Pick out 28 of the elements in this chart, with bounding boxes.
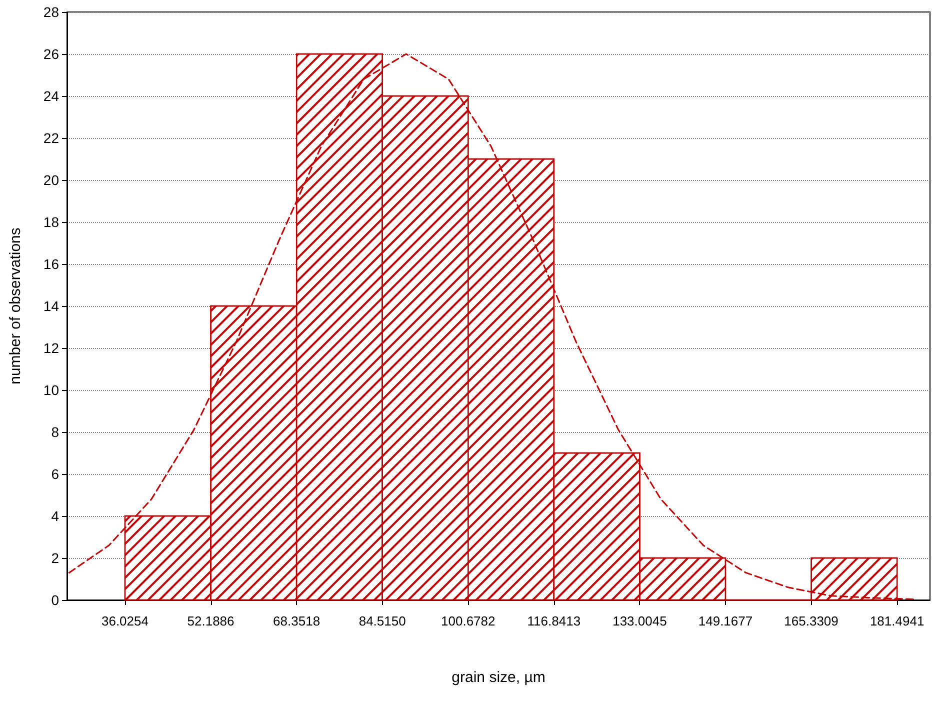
y-tick-label: 26 — [43, 46, 60, 62]
y-tick-label: 0 — [51, 592, 60, 608]
x-tick-label: 133.0045 — [612, 614, 667, 628]
x-tick-label: 165.3309 — [784, 614, 838, 628]
y-tick-label: 14 — [43, 298, 60, 314]
y-tick-label: 12 — [43, 340, 60, 356]
y-tick-label: 16 — [43, 256, 60, 272]
line-series — [68, 53, 916, 600]
x-tick-label: 181.4941 — [870, 614, 924, 628]
y-tick-label: 22 — [43, 130, 60, 146]
x-tick-label: 100.6782 — [441, 614, 496, 628]
x-tick-label: 149.1677 — [698, 614, 753, 628]
x-tick-label: 52.1886 — [187, 614, 234, 628]
y-tick-label: 24 — [43, 88, 60, 104]
y-tick-label: 18 — [43, 214, 60, 230]
y-tick-label: 28 — [43, 4, 60, 20]
x-tick-label: 84.5150 — [358, 614, 406, 628]
y-tick-label: 6 — [51, 466, 60, 482]
y-tick-label: 4 — [51, 508, 60, 524]
x-tick-label: 116.8413 — [527, 614, 581, 628]
x-axis-title: grain size, µm — [452, 669, 546, 686]
x-tick-label: 36.0254 — [101, 614, 148, 628]
y-tick-label: 20 — [43, 172, 60, 188]
y-tick-label: 10 — [43, 382, 60, 398]
y-axis-title: number of observations — [7, 228, 24, 384]
x-tick-label: 68.3518 — [273, 614, 320, 628]
y-tick-label: 2 — [51, 550, 60, 566]
y-tick-label: 8 — [51, 424, 60, 440]
